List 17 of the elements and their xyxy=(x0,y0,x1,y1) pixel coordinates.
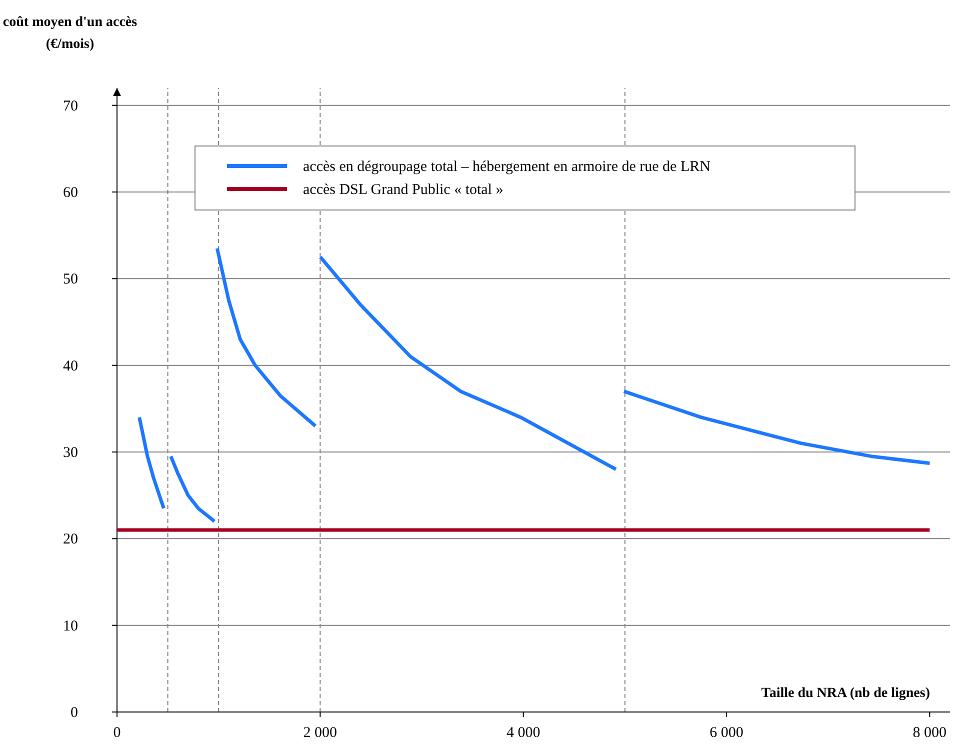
x-axis-title: Taille du NRA (nb de lignes) xyxy=(761,686,930,701)
x-tick-label: 8 000 xyxy=(912,725,947,741)
y-tick-label: 10 xyxy=(63,618,78,634)
x-tick-label: 6 000 xyxy=(710,725,744,741)
legend-label: accès en dégroupage total – hébergement en armoire de rue de LRN xyxy=(303,159,711,175)
y-tick-label: 0 xyxy=(70,705,78,721)
legend-label: accès DSL Grand Public « total » xyxy=(303,182,504,198)
y-tick-label: 50 xyxy=(63,272,78,288)
x-tick-label: 2 000 xyxy=(303,725,338,741)
x-tick-label: 4 000 xyxy=(506,725,540,741)
y-tick-label: 20 xyxy=(63,532,78,548)
x-tick-label: 0 xyxy=(113,725,121,741)
y-tick-label: 60 xyxy=(63,185,78,201)
y-tick-label: 70 xyxy=(63,98,78,114)
y-tick-label: 30 xyxy=(63,445,78,461)
y-tick-label: 40 xyxy=(63,358,78,374)
y-axis-title: coût moyen d'un accès (€/mois) xyxy=(2,15,138,52)
